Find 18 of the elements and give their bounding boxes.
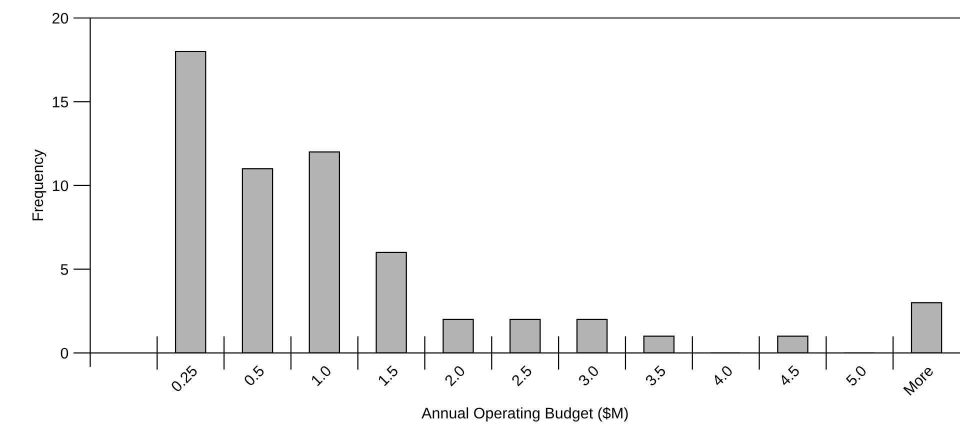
y-axis-title: Frequency [32,149,46,220]
y-tick-label: 0 [60,348,68,359]
y-tick-label: 15 [52,96,68,108]
x-tick-label: 1.5 [378,364,399,386]
x-tick-label: 4.5 [778,364,800,387]
x-tick-label: 3.5 [644,364,666,387]
x-tick-label: 2.5 [510,364,533,386]
x-tick-label: 0.25 [170,364,198,393]
x-tick-label: 1.0 [310,364,332,386]
y-tick-label: 10 [52,180,68,192]
x-tick-label: 2.0 [444,364,466,386]
x-tick-label: 3.0 [578,364,600,387]
y-tick-label: 20 [52,12,68,24]
y-tick-label: 5 [60,264,68,275]
x-tick-label: 5.0 [845,364,868,387]
x-tick-label: 4.0 [711,364,734,387]
x-axis-title: Annual Operating Budget ($M) [422,407,628,422]
x-tick-label: 0.5 [243,364,265,387]
